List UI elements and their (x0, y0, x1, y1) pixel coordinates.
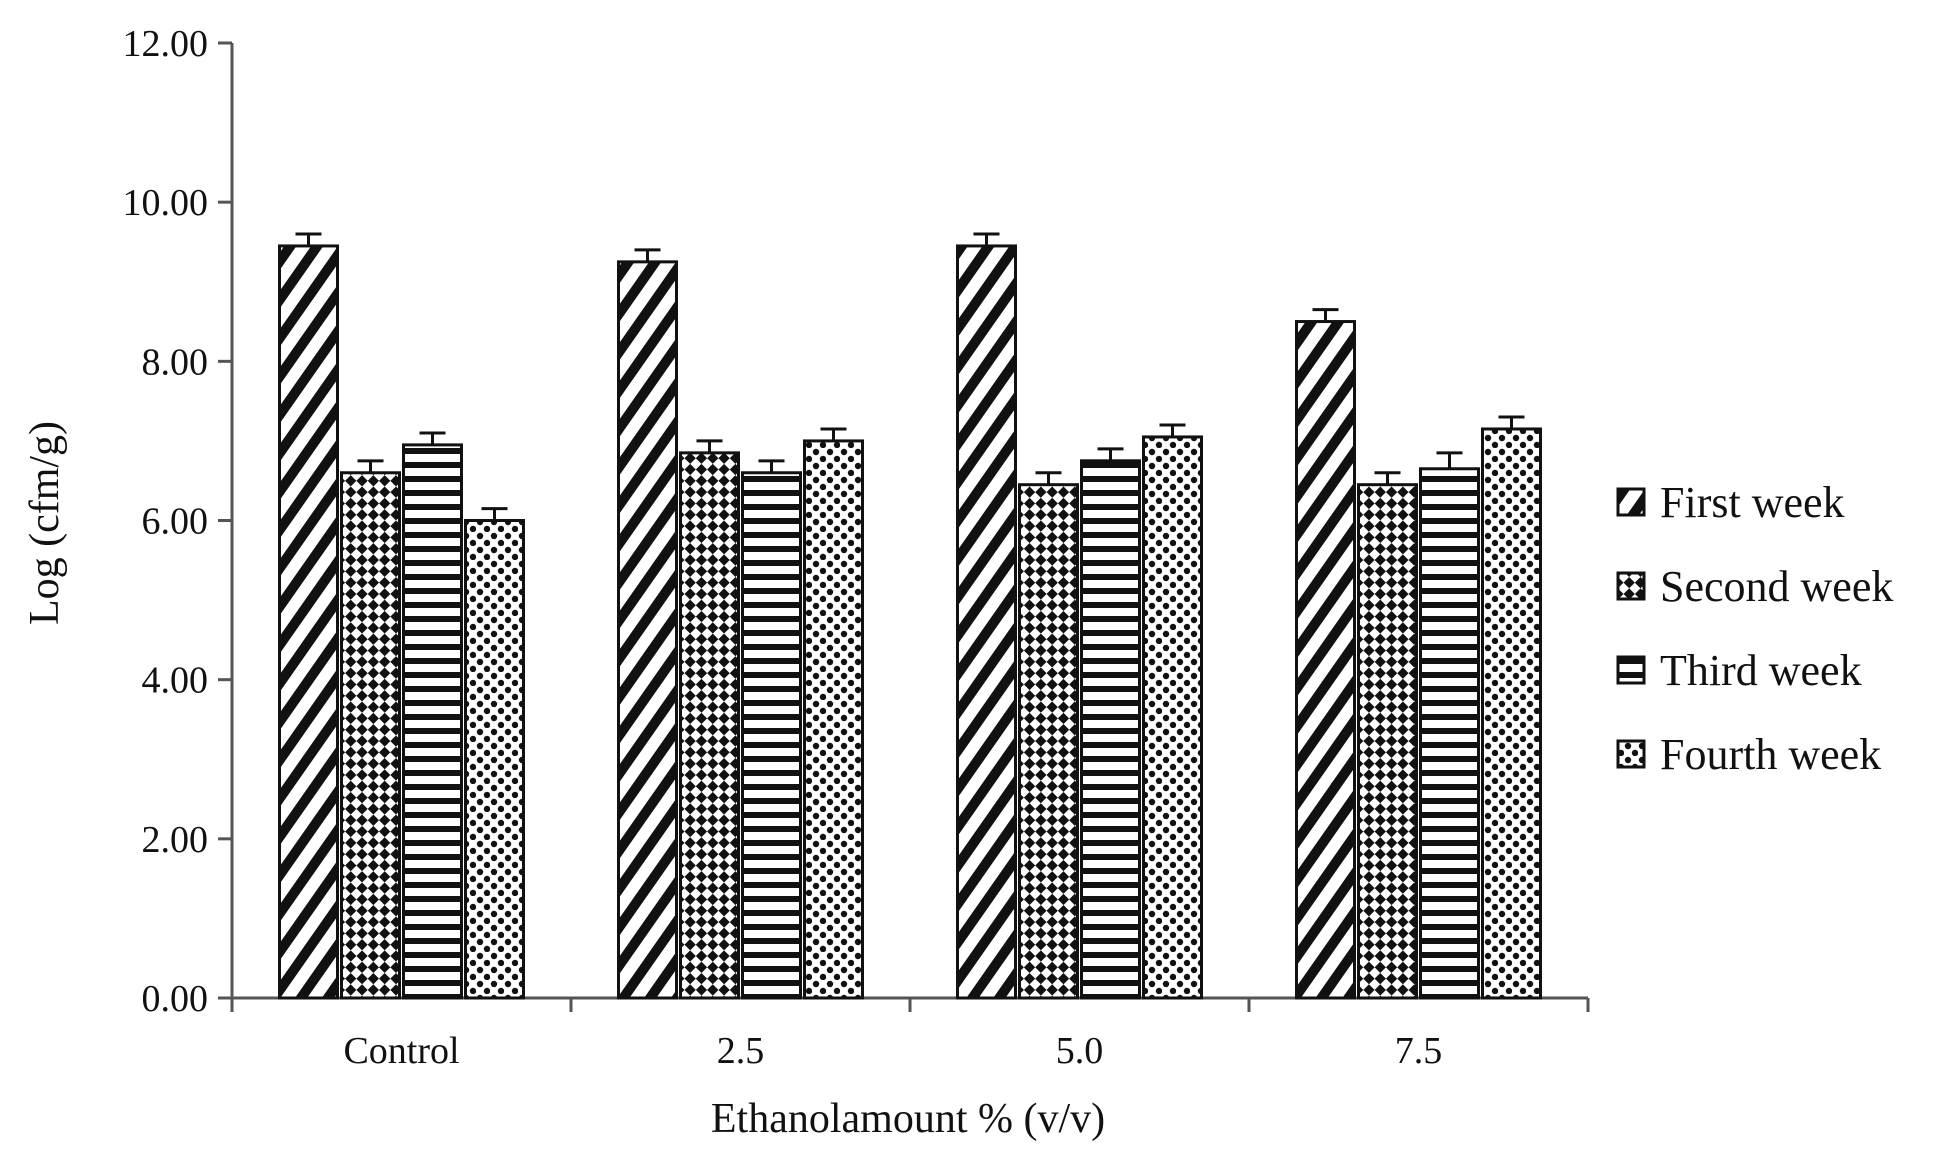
legend-label: Fourth week (1660, 730, 1881, 779)
bar (278, 244, 339, 1000)
bar (803, 439, 864, 1000)
y-tick-label: 10.00 (123, 182, 209, 224)
bar (464, 519, 525, 1000)
x-axis-title: Ethanolamount % (v/v) (711, 1096, 1105, 1142)
bar (402, 443, 463, 1000)
legend-swatch (1616, 739, 1646, 769)
legend-label: First week (1660, 478, 1845, 527)
bar (340, 471, 401, 1000)
legend-swatch (1616, 655, 1646, 685)
bar (741, 471, 802, 1000)
bar (1142, 435, 1203, 1000)
y-tick-label: 12.00 (123, 23, 209, 65)
bar (1018, 483, 1079, 1000)
y-tick-label: 2.00 (142, 819, 209, 861)
bar (679, 451, 740, 1000)
legend-label: Second week (1660, 562, 1893, 611)
bar (1357, 483, 1418, 1000)
y-axis-title: Log (cfm/g) (22, 421, 68, 625)
bars-group (278, 232, 1542, 1000)
legend-swatch (1616, 487, 1646, 517)
x-tick-label: Control (343, 1030, 459, 1072)
bar (1295, 320, 1356, 1000)
x-tick-label: 2.5 (717, 1030, 765, 1072)
y-tick-label: 0.00 (142, 978, 209, 1020)
y-tick-label: 6.00 (142, 501, 209, 543)
bar (1481, 427, 1542, 1000)
bar (956, 244, 1017, 1000)
legend: First week Second week Third week Fourth we… (1616, 478, 1893, 779)
bar (1080, 459, 1141, 1000)
legend-swatch (1616, 571, 1646, 601)
y-tick-label: 4.00 (142, 660, 209, 702)
axes: 0.00 2.00 4.00 6.00 8.00 10.00 12.00 Control 2.5… (123, 23, 1590, 1072)
x-tick-label: 7.5 (1395, 1030, 1443, 1072)
legend-label: Third week (1660, 646, 1862, 695)
x-tick-label: 5.0 (1056, 1030, 1104, 1072)
bar (1419, 467, 1480, 1000)
y-tick-label: 8.00 (142, 341, 209, 383)
bar (617, 260, 678, 1000)
